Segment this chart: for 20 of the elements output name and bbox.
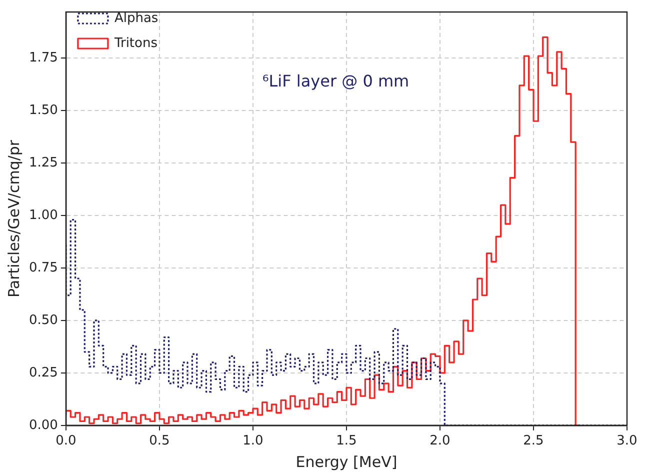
- x-tick-label: 1.5: [336, 434, 357, 449]
- x-tick-label: 1.0: [242, 434, 264, 449]
- y-tick-label: 1.25: [28, 155, 58, 170]
- legend-label: Tritons: [113, 36, 158, 51]
- y-tick-label: 0.50: [28, 312, 58, 328]
- x-tick-label: 0.0: [56, 434, 76, 449]
- y-tick-label: 0.25: [28, 365, 58, 380]
- x-tick-label: 2.0: [430, 434, 450, 449]
- annotation: ⁶LiF layer @ 0 mm: [262, 71, 410, 90]
- x-tick-label: 3.0: [616, 434, 638, 449]
- y-tick-label: 0.75: [28, 260, 58, 276]
- x-tick-label: 2.5: [523, 434, 544, 449]
- y-tick-label: 1.00: [28, 208, 58, 223]
- y-tick-label: 0.00: [28, 418, 58, 433]
- legend-label: Alphas: [114, 10, 158, 26]
- y-axis-title: Particles/GeV/cmq/pr: [4, 139, 23, 298]
- y-tick-label: 1.75: [28, 50, 58, 66]
- y-tick-label: 1.50: [28, 103, 58, 118]
- x-tick-label: 0.5: [149, 434, 170, 449]
- x-axis-title: Energy [MeV]: [296, 452, 398, 471]
